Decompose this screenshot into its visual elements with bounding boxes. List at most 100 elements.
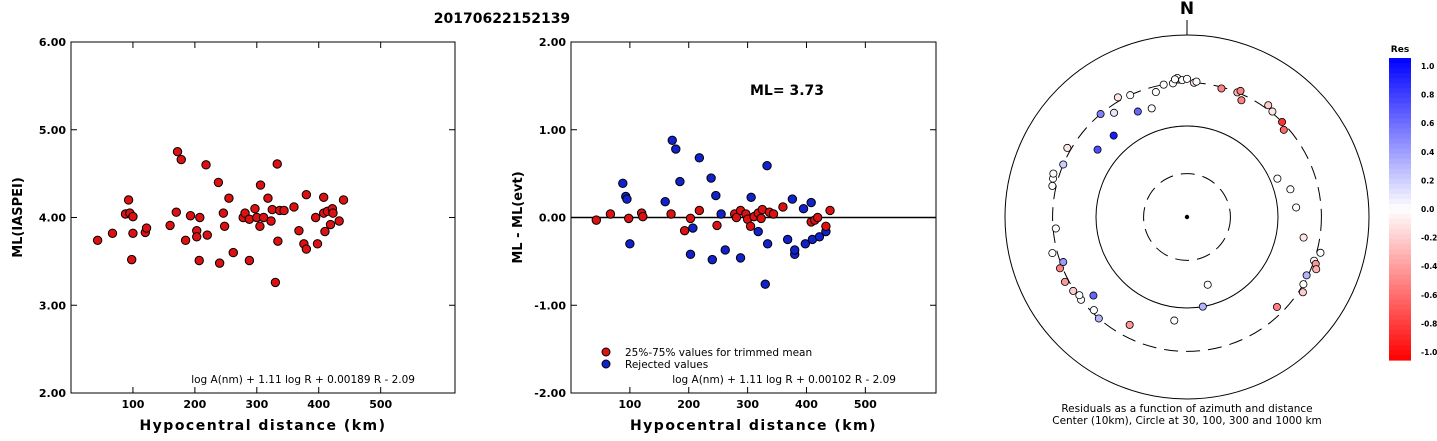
- colorbar-segment: [1389, 209, 1411, 215]
- station-marker: [1198, 302, 1207, 311]
- station-marker: [1048, 181, 1057, 190]
- station-marker: [1237, 96, 1246, 105]
- rejected-point: [667, 135, 677, 145]
- colorbar-segment: [1389, 188, 1411, 195]
- colorbar-segment: [1389, 173, 1411, 180]
- data-point: [172, 146, 183, 157]
- trimmed-point: [694, 205, 705, 216]
- data-point: [325, 219, 336, 230]
- colorbar-segment: [1389, 113, 1411, 119]
- x-axis-label: Hypocentral distance (km): [139, 418, 386, 434]
- station-marker: [1093, 145, 1102, 154]
- rejected-point: [618, 178, 628, 188]
- station-marker: [1299, 233, 1308, 242]
- colorbar-segment: [1389, 103, 1411, 109]
- colorbar-segment: [1389, 264, 1411, 270]
- y-tick-label: 3.00: [39, 299, 66, 312]
- x-tick-label: 100: [121, 398, 144, 411]
- station-marker: [1151, 88, 1160, 97]
- colorbar-segment: [1389, 329, 1411, 336]
- data-point: [171, 207, 181, 217]
- colorbar-segment: [1389, 244, 1411, 250]
- y-tick-label: -2.00: [534, 387, 566, 400]
- colorbar-tick-label: 0.4: [1421, 148, 1434, 157]
- residual-colorbar: Res 1.0 0.8 0.6 0.4 0.2 0.0 -0.2 -0.4 -0.6 -0.8 -1.…: [1389, 45, 1437, 361]
- station-marker: [1292, 203, 1301, 212]
- rejected-point: [782, 234, 793, 245]
- trimmed-point: [778, 202, 788, 212]
- colorbar-segment: [1389, 344, 1411, 351]
- trimmed-point: [679, 225, 690, 236]
- y-tick-label: 2.00: [39, 387, 66, 400]
- rejected-point: [707, 254, 717, 265]
- legend-label: 25%-75% values for trimmed mean: [625, 347, 812, 359]
- colorbar-segment: [1389, 274, 1411, 281]
- colorbar-segment: [1389, 339, 1411, 346]
- station-marker: [1059, 160, 1068, 169]
- trimmed-point: [768, 209, 779, 219]
- colorbar-segment: [1389, 88, 1411, 94]
- data-point: [310, 212, 321, 223]
- rejected-point: [787, 194, 798, 204]
- colorbar-segment: [1389, 309, 1411, 316]
- y-tick-label: 1.00: [539, 124, 566, 137]
- station-marker: [1236, 86, 1245, 95]
- colorbar-segment: [1389, 128, 1411, 135]
- figure-title: 20170622152139: [434, 11, 570, 27]
- data-point: [192, 232, 202, 242]
- legend-marker: [601, 359, 611, 369]
- data-point: [165, 220, 175, 231]
- colorbar-segment: [1389, 93, 1411, 99]
- colorbar-segment: [1389, 183, 1411, 190]
- rejected-point: [716, 209, 726, 219]
- colorbar-segment: [1389, 319, 1411, 326]
- formula-label: log A(nm) + 1.11 log R + 0.00189 R - 2.0…: [191, 374, 415, 386]
- colorbar-segment: [1389, 158, 1411, 165]
- colorbar-tick-label: -0.2: [1421, 234, 1437, 243]
- data-point: [141, 223, 152, 233]
- y-tick-label: 4.00: [39, 212, 66, 225]
- colorbar-tick-label: 0.2: [1421, 176, 1434, 185]
- trimmed-point: [685, 213, 696, 224]
- data-point: [312, 239, 323, 249]
- colorbar-title: Res: [1391, 45, 1409, 55]
- station-marker: [1094, 314, 1103, 323]
- rejected-point: [814, 232, 825, 242]
- station-marker: [1089, 291, 1098, 300]
- rejected-point: [706, 173, 716, 183]
- colorbar-segment: [1389, 203, 1411, 210]
- polar-caption-line1: Residuals as a function of azimuth and d…: [1061, 403, 1312, 415]
- station-marker: [1059, 258, 1068, 267]
- x-tick-label: 300: [245, 398, 268, 411]
- colorbar-segment: [1389, 239, 1411, 245]
- distance-ring-30km: [1143, 173, 1231, 261]
- station-marker: [1192, 77, 1201, 86]
- x-tick-label: 500: [369, 398, 392, 411]
- x-tick-label: 200: [183, 398, 206, 411]
- x-tick-label: 500: [854, 398, 877, 411]
- colorbar-tick-label: 0.8: [1421, 91, 1434, 100]
- data-point: [202, 230, 212, 240]
- station-marker: [1170, 75, 1179, 84]
- rejected-point: [753, 226, 763, 237]
- colorbar-segment: [1389, 284, 1411, 291]
- colorbar-segment: [1389, 58, 1411, 64]
- data-point: [301, 244, 312, 254]
- rejected-point: [806, 197, 816, 208]
- data-point: [176, 154, 186, 165]
- rejected-point: [735, 253, 746, 263]
- station-marker: [1051, 224, 1060, 233]
- colorbar-segment: [1389, 83, 1411, 89]
- rejected-point: [688, 223, 698, 233]
- x-tick-label: 100: [618, 398, 641, 411]
- colorbar-segment: [1389, 249, 1411, 255]
- rejected-point: [685, 249, 696, 260]
- colorbar-segment: [1389, 259, 1411, 265]
- station-marker: [1109, 131, 1118, 140]
- station-marker: [1126, 91, 1135, 100]
- colorbar-segment: [1389, 163, 1411, 170]
- trimmed-point: [825, 205, 835, 216]
- colorbar-segment: [1389, 349, 1411, 356]
- data-point: [255, 221, 265, 231]
- data-point: [279, 205, 289, 216]
